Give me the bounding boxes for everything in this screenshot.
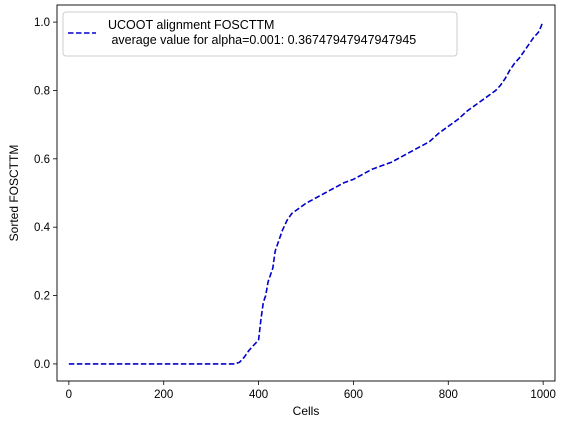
x-axis-label: Cells (293, 404, 320, 418)
y-tick-label: 0.8 (34, 85, 50, 97)
legend: UCOOT alignment FOSCTTM average value fo… (62, 11, 458, 57)
legend-label: UCOOT alignment FOSCTTM average value fo… (108, 18, 416, 47)
series-line (68, 21, 544, 365)
y-axis-label: Sorted FOSCTTM (7, 145, 21, 242)
x-tick-label: 1000 (530, 389, 556, 401)
y-tick-label: 0.4 (34, 222, 51, 234)
plot-frame (56, 4, 556, 382)
x-tick-label: 400 (249, 389, 268, 401)
x-tick-label: 0 (66, 389, 72, 401)
x-tick-label: 200 (154, 389, 173, 401)
legend-box (62, 11, 458, 57)
plot-area (57, 5, 555, 381)
y-tick-label: 0.2 (34, 291, 50, 303)
y-tick-label: 0.6 (34, 154, 50, 166)
x-tick-label: 800 (439, 389, 458, 401)
y-tick-label: 1.0 (34, 17, 50, 29)
y-tick-label: 0.0 (34, 359, 50, 371)
x-tick-label: 600 (344, 389, 363, 401)
